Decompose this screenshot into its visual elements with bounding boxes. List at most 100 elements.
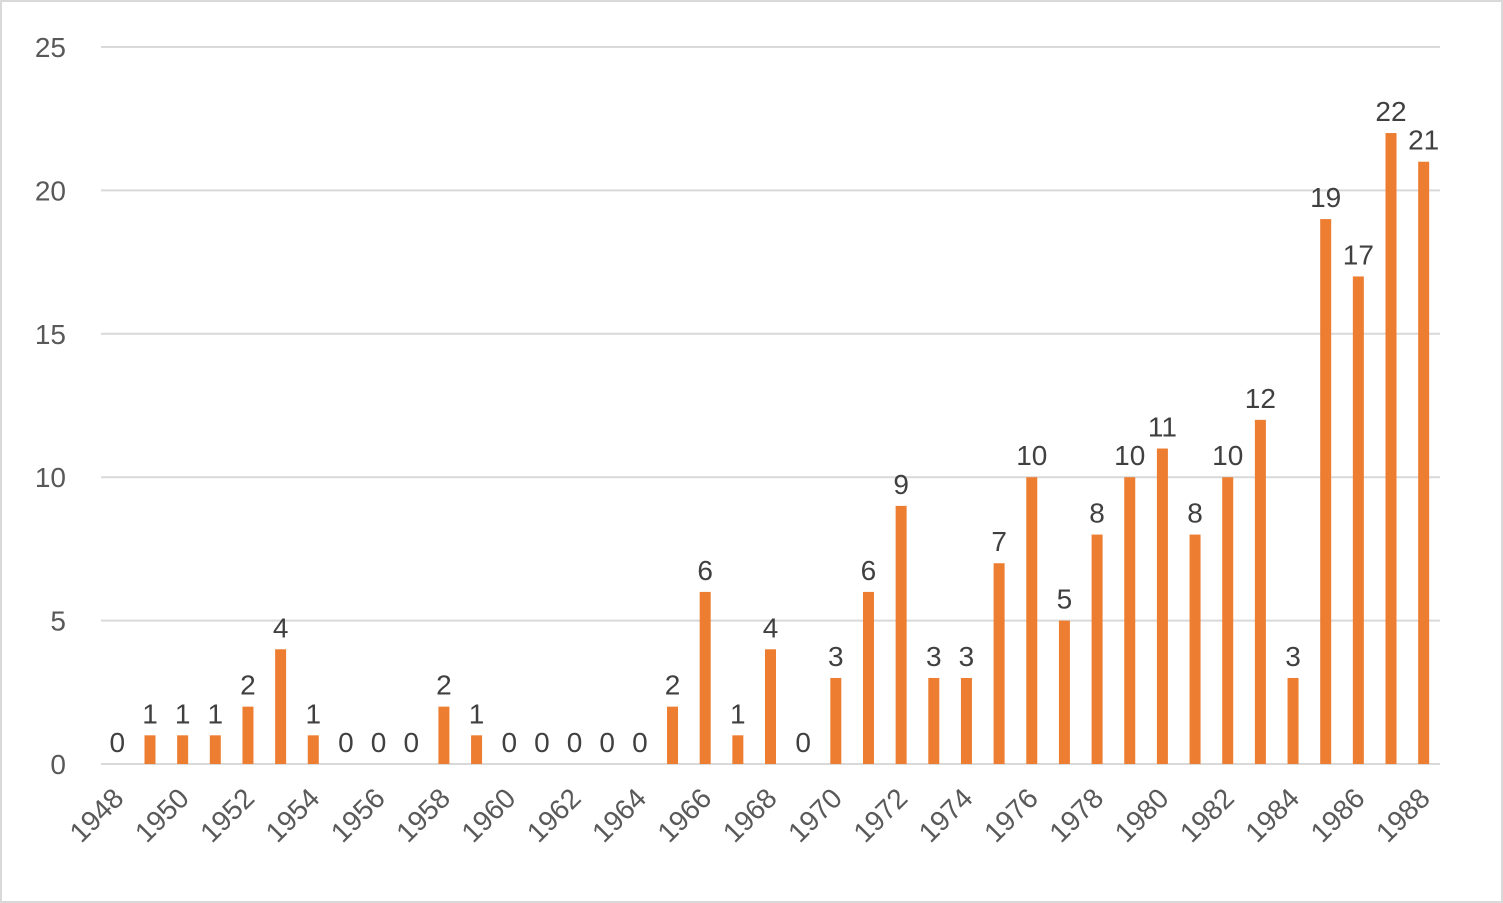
bar bbox=[1091, 534, 1103, 764]
data-label: 6 bbox=[861, 555, 877, 586]
bar bbox=[765, 649, 776, 764]
bar bbox=[1222, 477, 1234, 764]
bar bbox=[993, 563, 1005, 764]
data-label: 17 bbox=[1343, 239, 1374, 270]
x-tick-label: 1972 bbox=[847, 782, 913, 848]
x-tick-label: 1948 bbox=[64, 782, 130, 848]
bar bbox=[1320, 219, 1332, 764]
x-tick-label: 1974 bbox=[913, 782, 979, 848]
data-label: 9 bbox=[893, 469, 909, 500]
data-label: 10 bbox=[1016, 440, 1047, 471]
bar bbox=[895, 505, 907, 764]
x-tick-label: 1964 bbox=[586, 782, 652, 848]
data-label: 10 bbox=[1212, 440, 1243, 471]
bar bbox=[960, 677, 972, 764]
y-tick-label: 5 bbox=[50, 606, 66, 637]
bar bbox=[471, 735, 483, 764]
data-label: 12 bbox=[1245, 383, 1276, 414]
bar bbox=[830, 677, 842, 764]
data-label: 1 bbox=[469, 698, 485, 729]
x-tick-label: 1950 bbox=[129, 782, 195, 848]
data-label: 0 bbox=[632, 727, 648, 758]
x-tick-label: 1960 bbox=[456, 782, 522, 848]
bar bbox=[1026, 477, 1038, 764]
data-label: 2 bbox=[665, 670, 681, 701]
data-label: 3 bbox=[828, 641, 844, 672]
data-label: 1 bbox=[730, 698, 746, 729]
data-label: 11 bbox=[1148, 412, 1177, 443]
x-tick-label: 1976 bbox=[978, 782, 1044, 848]
data-label: 0 bbox=[338, 727, 354, 758]
bar bbox=[1254, 419, 1266, 764]
data-label: 0 bbox=[567, 727, 583, 758]
data-label: 0 bbox=[501, 727, 517, 758]
data-label: 10 bbox=[1114, 440, 1145, 471]
bar bbox=[1189, 534, 1201, 764]
data-label: 0 bbox=[599, 727, 615, 758]
data-label: 1 bbox=[175, 698, 191, 729]
y-tick-label: 25 bbox=[35, 32, 66, 63]
data-label: 5 bbox=[1057, 584, 1073, 615]
bar bbox=[1287, 677, 1299, 764]
x-tick-label: 1952 bbox=[194, 782, 260, 848]
data-label: 0 bbox=[110, 727, 126, 758]
data-label: 8 bbox=[1187, 498, 1203, 529]
bar bbox=[1385, 133, 1397, 765]
bar bbox=[242, 706, 254, 764]
bar bbox=[177, 735, 189, 764]
x-tick-label: 1954 bbox=[260, 782, 326, 848]
x-axis: 1948 1950 1952 1954 1956 1958 1960 1962 1964 1966… bbox=[64, 782, 1436, 848]
bar bbox=[732, 735, 744, 764]
data-label: 19 bbox=[1310, 182, 1341, 213]
bar bbox=[1124, 477, 1136, 764]
bar bbox=[1156, 448, 1168, 764]
gridlines bbox=[101, 46, 1440, 765]
data-label: 7 bbox=[991, 526, 1007, 557]
data-label: 1 bbox=[208, 698, 224, 729]
y-tick-label: 15 bbox=[35, 319, 66, 350]
bar bbox=[307, 735, 319, 764]
bar bbox=[209, 735, 221, 764]
x-tick-label: 1978 bbox=[1043, 782, 1109, 848]
bar bbox=[1352, 276, 1364, 764]
data-label: 8 bbox=[1089, 498, 1105, 529]
y-axis: 0 5 10 15 20 25 bbox=[35, 32, 66, 780]
data-label: 1 bbox=[142, 698, 158, 729]
x-tick-label: 1962 bbox=[521, 782, 587, 848]
x-tick-label: 1988 bbox=[1370, 782, 1436, 848]
data-label: 2 bbox=[240, 670, 256, 701]
y-tick-label: 20 bbox=[35, 175, 66, 206]
bar bbox=[862, 591, 874, 764]
data-label: 0 bbox=[534, 727, 550, 758]
bar bbox=[699, 591, 711, 764]
y-tick-label: 10 bbox=[35, 462, 66, 493]
x-tick-label: 1970 bbox=[782, 782, 848, 848]
data-label: 22 bbox=[1375, 96, 1406, 127]
x-tick-label: 1966 bbox=[651, 782, 717, 848]
data-label: 4 bbox=[273, 612, 289, 643]
bar bbox=[144, 735, 156, 764]
x-tick-label: 1984 bbox=[1239, 782, 1305, 848]
bar bbox=[275, 649, 287, 764]
data-label: 1 bbox=[305, 698, 321, 729]
x-tick-label: 1968 bbox=[717, 782, 783, 848]
x-tick-label: 1958 bbox=[390, 782, 456, 848]
x-tick-label: 1956 bbox=[325, 782, 391, 848]
bar bbox=[1058, 620, 1070, 764]
bar bbox=[928, 677, 940, 764]
data-label: 2 bbox=[436, 670, 452, 701]
data-label: 4 bbox=[763, 612, 779, 643]
x-tick-label: 1980 bbox=[1109, 782, 1175, 848]
x-tick-label: 1982 bbox=[1174, 782, 1240, 848]
x-tick-label: 1986 bbox=[1305, 782, 1371, 848]
data-label: 3 bbox=[926, 641, 942, 672]
data-label: 0 bbox=[403, 727, 419, 758]
bar bbox=[438, 706, 450, 764]
data-label: 6 bbox=[697, 555, 713, 586]
data-label: 0 bbox=[795, 727, 811, 758]
data-label: 21 bbox=[1408, 125, 1439, 156]
data-label: 0 bbox=[371, 727, 387, 758]
